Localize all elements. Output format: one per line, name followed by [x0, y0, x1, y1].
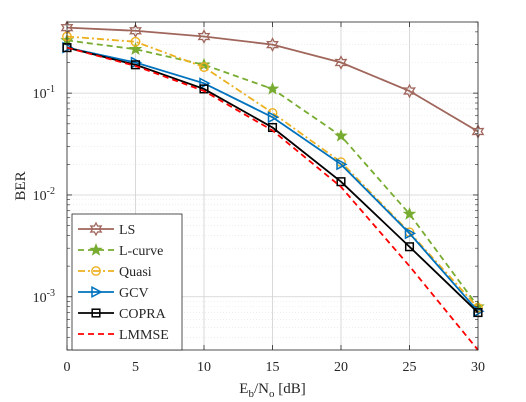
series-line-lmmse: [66, 46, 479, 351]
data-point-ls: [197, 29, 211, 44]
series-layer: [60, 20, 485, 351]
legend-label-ls: LS: [119, 223, 135, 238]
x-tick-label: 10: [197, 360, 211, 375]
y-tick-label: 10-2: [33, 186, 55, 204]
legend-label-quasi: Quasi: [119, 265, 152, 280]
x-tick-label: 0: [64, 360, 71, 375]
legend-label-lmmse: LMMSE: [119, 328, 169, 343]
data-point-copra: [404, 242, 415, 252]
x-tick-label: 20: [334, 360, 348, 375]
y-tick-label: 10-1: [33, 84, 55, 102]
x-axis-label: Eb/No [dB]: [239, 381, 305, 400]
series-lmmse: [66, 46, 479, 351]
x-tick-label: 25: [403, 360, 417, 375]
tick-layer: [66, 21, 479, 351]
x-tick-label: 5: [132, 360, 139, 375]
data-point-copra: [336, 177, 346, 187]
data-point-ls: [129, 23, 142, 39]
data-point-quasi: [199, 62, 209, 73]
x-tick-label: 30: [471, 360, 485, 375]
data-point-gcv: [404, 227, 417, 240]
legend-marker-copra: [91, 308, 101, 318]
legend-marker-gcv: [91, 285, 103, 299]
data-point-copra: [130, 60, 141, 70]
legend-marker-ls: [89, 221, 103, 237]
x-tick-label: 15: [266, 360, 280, 375]
legend-label-gcv: GCV: [119, 286, 149, 301]
legend-marker-l-curve: [89, 242, 103, 256]
legend-box: [71, 213, 183, 351]
legend-marker-quasi: [91, 266, 101, 276]
series-line-ls: [66, 26, 479, 133]
data-point-l-curve: [402, 206, 417, 220]
data-point-l-curve: [128, 42, 143, 55]
legend-label-l-curve: L-curve: [119, 244, 163, 259]
data-point-l-curve: [334, 128, 348, 142]
y-tick-label: 10-3: [33, 288, 55, 306]
data-point-gcv: [267, 111, 280, 124]
data-point-gcv: [336, 158, 348, 171]
data-point-ls: [334, 55, 348, 70]
series-line-copra: [66, 46, 479, 314]
data-point-ls: [403, 83, 416, 99]
axis-label-layer: 10-1 10-2 10-3 0 5 10 15 20 25 30 Eb/No [dB] BER: [13, 84, 485, 400]
data-point-l-curve: [265, 81, 280, 95]
legend-label-copra: COPRA: [119, 307, 167, 322]
data-point-copra: [199, 84, 209, 94]
legend: LS L-curve Quasi GCV COPRA LMMSE: [71, 213, 183, 351]
y-axis-label: BER: [13, 171, 29, 200]
data-point-ls: [266, 37, 279, 52]
data-point-quasi: [130, 36, 141, 47]
series-line-gcv: [66, 46, 479, 312]
